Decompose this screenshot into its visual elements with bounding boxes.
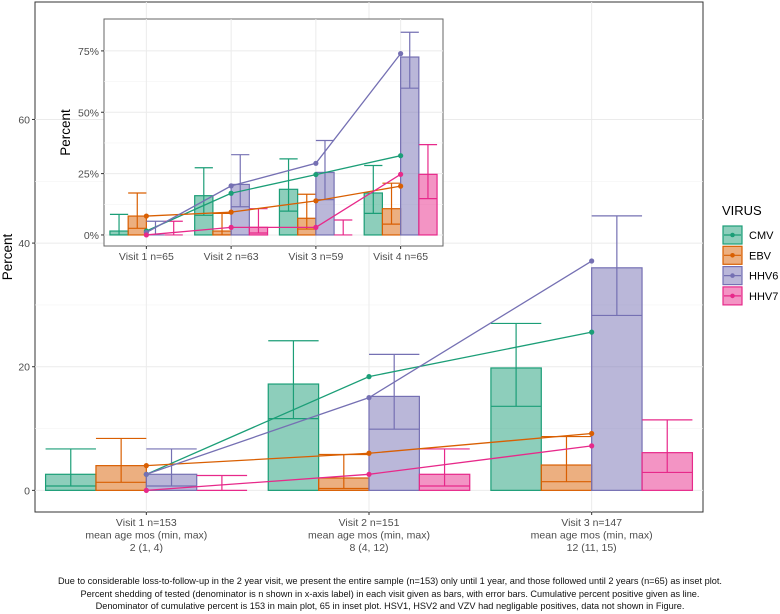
x-tick-label: 2 (1, 4) xyxy=(130,542,163,554)
y-tick-label: 0% xyxy=(84,230,99,242)
inset-plot: 0% 25% 50% 75% Visit 1 n=65 Visit 2 n=63 Visit… xyxy=(58,18,444,263)
figure-caption: Due to considerable loss-to-follow-up in… xyxy=(0,575,780,613)
y-tick-label: 60 xyxy=(18,114,30,126)
legend-title: VIRUS xyxy=(722,203,762,218)
cumulative-point-hhv7 xyxy=(398,171,404,177)
legend-key-ebv: EBV xyxy=(722,245,772,265)
legend-label: HHV6 xyxy=(749,271,778,283)
cumulative-line-hhv6 xyxy=(146,53,402,234)
x-tick-label: mean age mos (min, max) xyxy=(308,530,430,542)
cumulative-point-cmv xyxy=(589,329,595,335)
legend-label: HHV7 xyxy=(749,291,778,303)
legend-key-hhv6: HHV6 xyxy=(722,266,778,286)
x-tick-label: mean age mos (min, max) xyxy=(531,530,653,542)
x-tick-label: Visit 3 n=147 xyxy=(561,517,622,529)
y-tick-label: 50% xyxy=(78,107,99,119)
cumulative-point-ebv xyxy=(228,209,234,215)
x-tick-label: Visit 3 n=59 xyxy=(288,251,343,263)
cumulative-point-ebv xyxy=(143,213,149,219)
cumulative-point-hhv7 xyxy=(313,224,319,230)
y-tick-label: 40 xyxy=(18,238,30,250)
cumulative-point-ebv xyxy=(398,183,404,189)
y-axis-label: Percent xyxy=(58,109,73,156)
cumulative-point-ebv xyxy=(143,463,149,469)
legend-label: CMV xyxy=(749,230,774,242)
cumulative-line-hhv7 xyxy=(146,173,401,236)
y-tick-label: 20 xyxy=(18,362,30,374)
cumulative-point-cmv xyxy=(398,153,404,159)
caption-line: Percent shedding of tested (denominator … xyxy=(80,588,700,599)
cumulative-point-cmv xyxy=(313,171,319,178)
cumulative-point-hhv6 xyxy=(228,183,234,189)
cumulative-point-hhv7 xyxy=(143,487,149,493)
y-tick-label: 0 xyxy=(24,485,30,497)
legend-point xyxy=(730,232,735,238)
cumulative-point-cmv xyxy=(366,374,372,380)
cumulative-line-ebv xyxy=(146,185,401,217)
legend: VIRUS CMV EBV HHV6 HHV7 xyxy=(722,203,778,306)
cumulative-point-ebv xyxy=(313,198,319,204)
cumulative-point-hhv6 xyxy=(313,160,319,166)
y-axis-label: Percent xyxy=(0,233,15,280)
x-tick-label: 12 (11, 15) xyxy=(567,542,617,554)
cumulative-point-hhv6 xyxy=(366,395,372,401)
cumulative-point-hhv7 xyxy=(228,224,234,230)
caption-line: Denominator of cumulative percent is 153… xyxy=(95,601,685,611)
cumulative-point-hhv7 xyxy=(143,232,149,238)
x-tick-label: Visit 4 n=65 xyxy=(373,251,428,263)
legend-point xyxy=(730,273,735,278)
cumulative-point-hhv6 xyxy=(589,258,595,264)
x-tick-label: Visit 1 n=65 xyxy=(119,251,174,263)
cumulative-point-ebv xyxy=(589,430,595,437)
caption-line: Due to considerable loss-to-follow-up in… xyxy=(58,576,722,586)
cumulative-point-ebv xyxy=(366,450,372,456)
cumulative-point-hhv7 xyxy=(366,471,372,477)
legend-point xyxy=(730,253,735,258)
y-tick-label: 75% xyxy=(78,46,99,58)
cumulative-point-hhv6 xyxy=(398,51,404,57)
x-tick-label: Visit 1 n=153 xyxy=(116,517,177,529)
legend-key-cmv: CMV xyxy=(722,225,774,245)
legend-label: EBV xyxy=(749,250,772,262)
x-tick-label: 8 (4, 12) xyxy=(349,542,388,554)
x-tick-label: Visit 2 n=151 xyxy=(339,517,400,529)
cumulative-point-hhv7 xyxy=(589,443,595,449)
cumulative-point-hhv6 xyxy=(143,471,149,477)
x-tick-label: Visit 2 n=63 xyxy=(204,251,259,263)
cumulative-line-cmv xyxy=(146,155,401,232)
x-tick-label: mean age mos (min, max) xyxy=(85,530,207,542)
y-tick-label: 25% xyxy=(78,169,99,181)
legend-point xyxy=(730,293,735,299)
legend-key-hhv7: HHV7 xyxy=(722,286,778,306)
cumulative-point-cmv xyxy=(228,190,234,196)
